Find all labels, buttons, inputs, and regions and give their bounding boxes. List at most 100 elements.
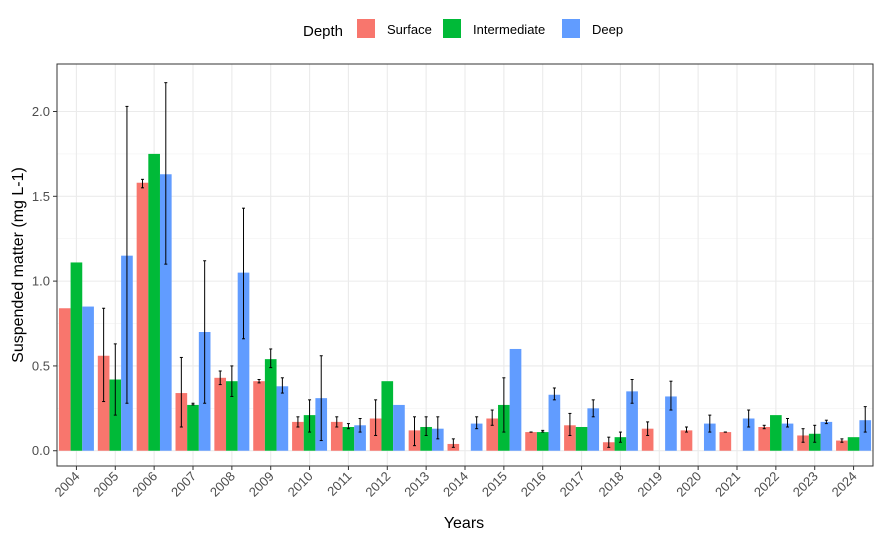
- errorbar-deep-2024: [863, 406, 867, 433]
- bar-intermediate-2012: [381, 381, 394, 451]
- x-tick-label: 2020: [673, 469, 704, 500]
- bar-deep-2024: [859, 420, 872, 451]
- errorbar-surface-2018: [607, 436, 611, 448]
- bar-deep-2019: [665, 396, 677, 451]
- errorbar-intermediate-2023: [813, 424, 817, 443]
- bar-intermediate-2006: [148, 153, 160, 451]
- errorbar-deep-2008: [242, 207, 246, 340]
- bar-surface-2011: [330, 421, 343, 451]
- y-tick-label: 2.0: [32, 104, 50, 119]
- errorbar-deep-2006: [164, 82, 168, 265]
- x-tick-label: 2011: [324, 469, 354, 499]
- x-tick-label: 2024: [829, 469, 860, 500]
- legend-key-intermediate: [443, 19, 461, 38]
- bar-deep-2011: [354, 425, 366, 451]
- errorbar-intermediate-2010: [308, 399, 312, 433]
- bar-deep-2014: [470, 423, 483, 451]
- errorbar-deep-2020: [708, 414, 712, 433]
- errorbar-surface-2024: [840, 438, 844, 443]
- errorbar-surface-2023: [801, 428, 805, 443]
- legend-label-surface: Surface: [387, 22, 432, 37]
- error-bars: [102, 82, 867, 448]
- bar-intermediate-2017: [575, 426, 588, 451]
- bar-deep-2012: [393, 404, 405, 451]
- bar-deep-2015: [509, 348, 522, 451]
- errorbar-intermediate-2015: [502, 377, 506, 433]
- bar-deep-2009: [276, 386, 289, 451]
- x-tick-label: 2009: [246, 469, 277, 500]
- errorbar-surface-2019: [646, 421, 650, 436]
- bar-surface-2004: [58, 308, 71, 451]
- errorbar-deep-2016: [552, 387, 556, 401]
- errorbar-surface-2022: [762, 424, 766, 430]
- bar-surface-2024: [836, 440, 848, 451]
- bar-surface-2006: [136, 182, 149, 451]
- errorbar-deep-2023: [824, 419, 828, 425]
- errorbar-intermediate-2008: [230, 365, 234, 397]
- errorbar-intermediate-2007: [191, 402, 195, 406]
- x-tick-label: 2015: [479, 469, 510, 500]
- x-tick-label: 2007: [168, 469, 199, 500]
- errorbar-deep-2013: [436, 416, 440, 440]
- errorbar-deep-2014: [475, 416, 479, 430]
- errorbar-surface-2015: [490, 409, 494, 426]
- errorbar-surface-2005: [102, 307, 106, 403]
- x-tick-label: 2023: [790, 469, 821, 500]
- bar-surface-2016: [525, 432, 537, 451]
- bar-surface-2005: [97, 355, 110, 451]
- x-tick-label: 2012: [362, 469, 393, 500]
- bar-surface-2019: [641, 428, 654, 451]
- bar-deep-2021: [742, 418, 755, 451]
- bar-surface-2008: [214, 377, 227, 451]
- y-tick-label: 1.5: [32, 189, 50, 204]
- bar-surface-2023: [797, 435, 809, 451]
- x-tick-label: 2008: [207, 469, 238, 500]
- errorbar-surface-2010: [296, 416, 300, 428]
- bar-intermediate-2009: [264, 359, 277, 451]
- bar-deep-2020: [703, 423, 716, 451]
- legend-item-surface: Surface: [357, 19, 432, 38]
- errorbar-intermediate-2013: [424, 416, 428, 436]
- x-tick-label: 2004: [51, 469, 82, 500]
- bar-surface-2017: [564, 425, 576, 451]
- errorbar-intermediate-2009: [269, 348, 273, 369]
- bar-deep-2016: [548, 394, 561, 451]
- x-tick-label: 2016: [518, 469, 549, 500]
- errorbar-intermediate-2011: [346, 423, 350, 430]
- bar-surface-2015: [486, 418, 499, 451]
- bar-intermediate-2004: [70, 262, 83, 451]
- errorbar-surface-2007: [179, 356, 183, 428]
- legend-key-deep: [562, 19, 580, 38]
- errorbar-surface-2008: [218, 370, 222, 386]
- bar-intermediate-2008: [226, 381, 238, 451]
- bar-intermediate-2024: [847, 437, 860, 451]
- errorbar-surface-2006: [140, 178, 144, 189]
- x-tick-label: 2014: [440, 469, 471, 500]
- plot-area: [56, 63, 874, 467]
- legend-key-surface: [357, 19, 375, 38]
- bar-surface-2021: [719, 432, 732, 451]
- errorbar-deep-2018: [630, 378, 634, 404]
- errorbar-deep-2019: [669, 380, 673, 411]
- bar-intermediate-2018: [614, 437, 627, 451]
- errorbar-deep-2007: [203, 260, 207, 404]
- y-tick-label: 1.0: [32, 274, 50, 289]
- bar-intermediate-2011: [342, 426, 355, 451]
- legend-label-intermediate: Intermediate: [473, 22, 545, 37]
- bar-intermediate-2022: [770, 415, 782, 451]
- bar-surface-2022: [758, 426, 771, 451]
- x-tick-label: 2017: [557, 469, 588, 500]
- errorbar-intermediate-2005: [113, 343, 117, 416]
- errorbar-surface-2009: [257, 378, 261, 384]
- errorbar-deep-2010: [319, 355, 323, 442]
- bar-intermediate-2010: [303, 415, 316, 451]
- errorbar-surface-2013: [412, 416, 416, 447]
- bar-deep-2013: [431, 428, 444, 451]
- bar-surface-2020: [680, 430, 693, 451]
- x-tick-label: 2013: [401, 469, 432, 500]
- errorbar-intermediate-2016: [541, 429, 545, 433]
- errorbar-surface-2011: [335, 416, 339, 428]
- bar-deep-2008: [237, 272, 250, 451]
- errorbar-surface-2020: [684, 426, 688, 433]
